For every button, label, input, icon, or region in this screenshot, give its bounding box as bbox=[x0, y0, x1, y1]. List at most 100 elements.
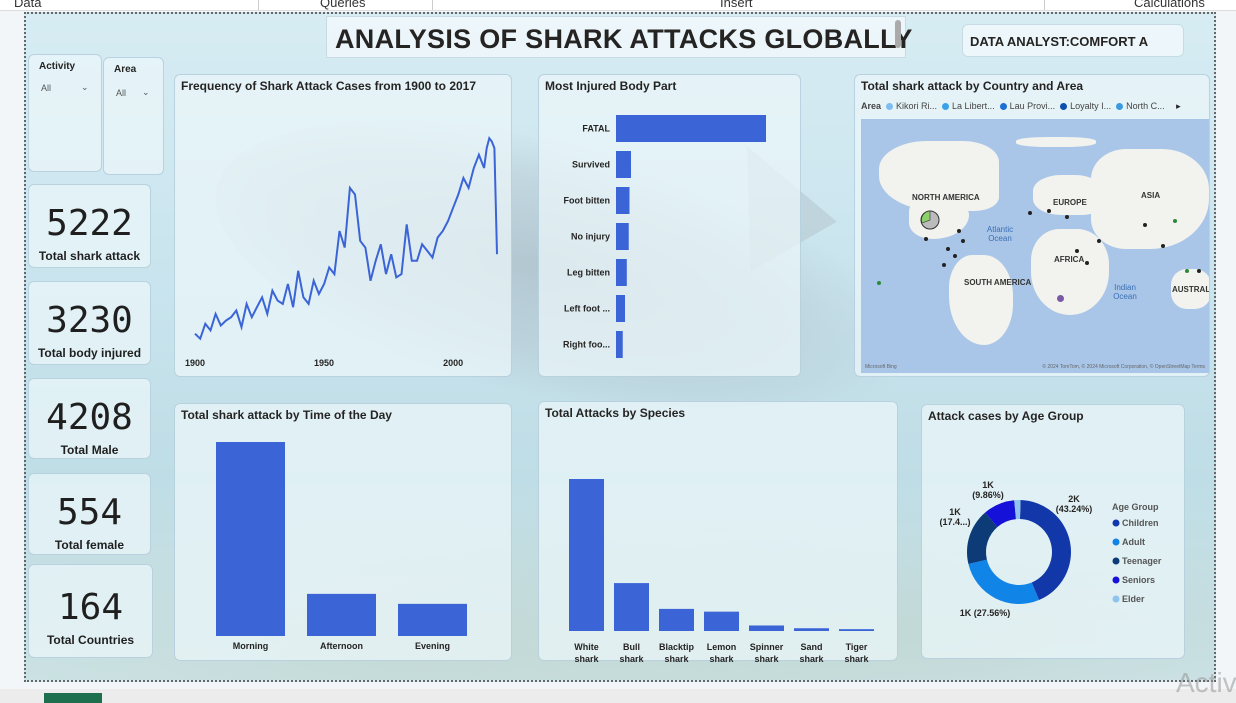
age-group-panel[interactable]: Attack cases by Age Group 2K (43.24%) 1K (9… bbox=[921, 404, 1185, 659]
map-label-africa: AFRICA bbox=[1054, 255, 1085, 264]
time-of-day-panel[interactable]: Total shark attack by Time of the Day Mo… bbox=[174, 403, 512, 661]
map-marker[interactable] bbox=[1185, 269, 1189, 273]
map-land-asia bbox=[1091, 149, 1209, 249]
x-tick-label: 2000 bbox=[443, 358, 463, 368]
map-legend-item[interactable]: Lau Provi... bbox=[999, 101, 1055, 111]
donut-data-label: 1K (17.4...) bbox=[939, 507, 970, 527]
body-part-bar[interactable] bbox=[616, 331, 623, 358]
map-marker[interactable] bbox=[1065, 215, 1069, 219]
species-bar-chart: White shark Bull shark Blacktip shark Lemon sha… bbox=[569, 479, 874, 662]
age-group-slice[interactable] bbox=[968, 559, 1039, 604]
world-map[interactable]: NORTH AMERICA EUROPE ASIA AFRICA SOUTH A… bbox=[861, 119, 1209, 373]
body-part-label: Survived bbox=[572, 160, 610, 170]
kpi-label: Total Male bbox=[60, 443, 119, 457]
age-legend-label[interactable]: Children bbox=[1122, 518, 1159, 528]
map-marker[interactable] bbox=[1028, 211, 1032, 215]
map-legend-label: Loyalty I... bbox=[1070, 101, 1112, 111]
age-legend-label[interactable]: Teenager bbox=[1122, 556, 1162, 566]
map-marker[interactable] bbox=[1197, 269, 1201, 273]
chevron-down-icon[interactable]: ⌄ bbox=[142, 87, 150, 97]
ribbon-item-calculations[interactable]: Calculations bbox=[1134, 0, 1205, 10]
map-marker[interactable] bbox=[1097, 239, 1101, 243]
ribbon-item-queries[interactable]: Queries bbox=[320, 0, 366, 10]
species-bar[interactable] bbox=[614, 583, 649, 631]
species-bar[interactable] bbox=[749, 625, 784, 631]
map-pie-marker[interactable] bbox=[919, 209, 941, 231]
map-marker[interactable] bbox=[877, 281, 881, 285]
time-of-day-bar[interactable] bbox=[307, 593, 376, 636]
line-chart: 1900 1950 2000 bbox=[185, 135, 498, 368]
map-legend-item[interactable]: La Libert... bbox=[942, 101, 995, 111]
body-part-bar[interactable] bbox=[616, 187, 630, 214]
species-bar[interactable] bbox=[659, 608, 694, 631]
species-panel[interactable]: Total Attacks by Species White shark Bull s… bbox=[538, 401, 898, 662]
body-part-bar[interactable] bbox=[616, 115, 766, 142]
map-marker[interactable] bbox=[1173, 219, 1177, 223]
line-chart-title: Frequency of Shark Attack Cases from 190… bbox=[181, 79, 477, 93]
map-legend-item[interactable]: Loyalty I... bbox=[1060, 101, 1111, 111]
slicer-activity-value[interactable]: All bbox=[41, 83, 52, 93]
age-group-donut-chart: 2K (43.24%) 1K (9.86%)1K (17.4...) 1K (27.56%… bbox=[939, 480, 1162, 618]
legend-dot-icon bbox=[1116, 103, 1124, 111]
map-marker[interactable] bbox=[924, 237, 928, 241]
body-part-bar[interactable] bbox=[616, 295, 625, 322]
slicer-activity-label: Activity bbox=[39, 61, 76, 72]
title-scrollbar[interactable] bbox=[895, 20, 901, 48]
slicer-area[interactable]: Area All ⌄ bbox=[103, 57, 164, 175]
map-credit-copyright[interactable]: © 2024 TomTom, © 2024 Microsoft Corporat… bbox=[1042, 364, 1205, 370]
map-marker[interactable] bbox=[946, 247, 950, 251]
page-tab-active[interactable] bbox=[44, 693, 102, 703]
map-marker[interactable] bbox=[1047, 209, 1051, 213]
map-marker[interactable] bbox=[942, 263, 946, 267]
slicer-area-value[interactable]: All bbox=[116, 88, 127, 98]
line-chart-panel[interactable]: Frequency of Shark Attack Cases from 190… bbox=[174, 74, 512, 377]
kpi-value: 5222 bbox=[46, 203, 133, 244]
age-group-slice[interactable] bbox=[967, 512, 998, 565]
map-title: Total shark attack by Country and Area bbox=[861, 79, 1084, 93]
time-of-day-label: Afternoon bbox=[320, 641, 363, 651]
age-legend-label[interactable]: Adult bbox=[1122, 537, 1145, 547]
species-label: Lemon shark bbox=[707, 642, 737, 662]
map-panel[interactable]: Total shark attack by Country and Area A… bbox=[854, 74, 1210, 377]
chevron-right-icon[interactable]: ▸ bbox=[1176, 101, 1181, 111]
age-legend-label[interactable]: Seniors bbox=[1122, 575, 1155, 585]
body-part-label: No injury bbox=[571, 232, 610, 242]
species-label: Spinner shark bbox=[750, 642, 784, 662]
species-bar[interactable] bbox=[569, 479, 604, 631]
ribbon-item-data[interactable]: Data bbox=[14, 0, 42, 10]
body-part-chart-panel[interactable]: Most Injured Body Part FATAL Survived Foot… bbox=[538, 74, 801, 377]
body-part-bar[interactable] bbox=[616, 151, 631, 178]
kpi-value: 164 bbox=[57, 587, 124, 628]
ribbon-item-insert[interactable]: Insert bbox=[720, 0, 753, 10]
time-of-day-bar[interactable] bbox=[398, 603, 467, 636]
attack-frequency-line[interactable] bbox=[194, 135, 498, 341]
map-legend-item[interactable]: North C... bbox=[1116, 101, 1165, 111]
map-label-atlantic-ocean: Atlantic Ocean bbox=[986, 225, 1014, 243]
map-marker[interactable] bbox=[1143, 223, 1147, 227]
map-marker[interactable] bbox=[957, 229, 961, 233]
time-of-day-bar[interactable] bbox=[216, 442, 285, 636]
age-group-slice[interactable] bbox=[1019, 500, 1071, 601]
age-group-slice[interactable] bbox=[985, 500, 1016, 528]
map-marker[interactable] bbox=[1161, 244, 1165, 248]
chevron-down-icon[interactable]: ⌄ bbox=[81, 82, 89, 92]
body-part-bar[interactable] bbox=[616, 259, 627, 286]
map-marker[interactable] bbox=[1075, 249, 1079, 253]
legend-dot-icon bbox=[1112, 519, 1120, 527]
age-legend-label[interactable]: Elder bbox=[1122, 594, 1145, 604]
map-marker[interactable] bbox=[953, 254, 957, 258]
kpi-label: Total shark attack bbox=[38, 249, 141, 263]
slicer-activity[interactable]: Activity All ⌄ bbox=[28, 54, 102, 172]
species-bar[interactable] bbox=[794, 628, 829, 631]
map-label-south-america: SOUTH AMERICA bbox=[964, 278, 1032, 287]
age-group-slice[interactable] bbox=[1014, 500, 1021, 520]
map-marker[interactable] bbox=[961, 239, 965, 243]
body-part-bar[interactable] bbox=[616, 223, 629, 250]
map-marker[interactable] bbox=[1085, 261, 1089, 265]
species-bar[interactable] bbox=[704, 611, 739, 631]
body-part-bar-chart: FATAL Survived Foot bitten No injury Leg bit… bbox=[563, 115, 766, 358]
species-bar[interactable] bbox=[839, 629, 874, 631]
donut-data-label: 2K (43.24%) bbox=[1056, 494, 1093, 514]
map-marker[interactable] bbox=[1057, 295, 1064, 302]
map-legend-item[interactable]: Kikori Ri... bbox=[886, 101, 937, 111]
